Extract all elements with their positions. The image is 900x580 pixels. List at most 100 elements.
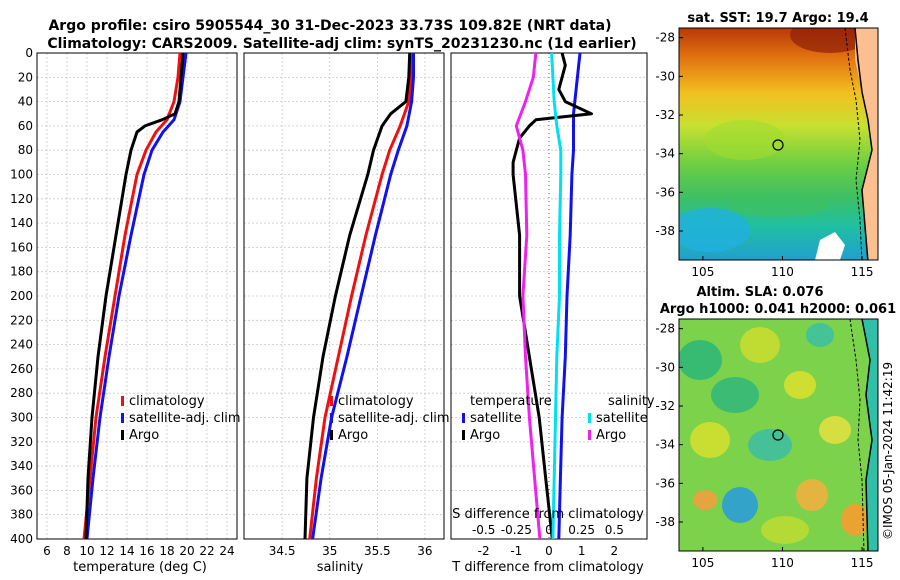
- s-tick-label: -0.25: [501, 523, 532, 537]
- map-y-tick-label: -32: [655, 108, 675, 122]
- map-x-tick-label: 105: [691, 556, 714, 570]
- panel-frame: [243, 52, 445, 540]
- depth-tick-label: 60: [18, 119, 33, 133]
- sla-argo-marker: [772, 429, 784, 441]
- legend-s-0-label: satellite: [596, 411, 648, 426]
- legend-1-swatch: [330, 413, 333, 423]
- header-title-line2: Climatology: CARS2009. Satellite-adj cli…: [47, 36, 636, 52]
- depth-tick-label: 0: [25, 46, 33, 60]
- map-y-tick-label: -34: [655, 438, 675, 452]
- legend-2-label: Argo: [338, 428, 368, 443]
- legend-temperature-title: temperature: [470, 394, 552, 409]
- depth-tick-label: 180: [10, 265, 33, 279]
- depth-tick-label: 160: [10, 240, 33, 254]
- map-y-tick-label: -32: [655, 399, 675, 413]
- map-x-tick-label: 115: [851, 556, 874, 570]
- legend-0-label: climatology: [338, 394, 414, 409]
- x-tick-label: 35.5: [364, 544, 391, 558]
- map-y-tick-label: -34: [655, 147, 675, 161]
- s-difference-xlabel: S difference from climatology: [452, 507, 644, 522]
- legend-t-0-swatch: [462, 413, 465, 423]
- legend-1-label: satellite-adj. clim: [129, 411, 241, 426]
- series-line-argo: [84, 52, 185, 540]
- x-tick-label: 14: [119, 544, 134, 558]
- map-y-tick-label: -36: [655, 185, 675, 199]
- legend-0-swatch: [330, 396, 333, 406]
- depth-tick-label: 40: [18, 95, 33, 109]
- legend-t-0-label: satellite: [470, 411, 522, 426]
- s-tick-label: -0.5: [472, 523, 495, 537]
- x-tick-label: 34.5: [269, 544, 296, 558]
- t-tick-label: 0: [545, 544, 553, 558]
- legend-s-1-swatch: [588, 430, 591, 440]
- map-y-tick-label: -28: [655, 31, 675, 45]
- map-y-tick-label: -38: [655, 515, 675, 529]
- map-y-tick-label: -28: [655, 322, 675, 336]
- sla-map-title-line2: Argo h1000: 0.041 h2000: 0.061: [660, 302, 896, 317]
- salinity-xlabel: salinity: [317, 560, 364, 575]
- panel-frame: [36, 52, 238, 540]
- x-tick-label: 6: [43, 544, 51, 558]
- map-x-tick-label: 115: [851, 265, 874, 279]
- legend-t-1-label: Argo: [470, 428, 500, 443]
- salinity-profile-panel: 34.5 35 35.5 36 climatology satellite-adj. cl…: [243, 52, 450, 558]
- t-tick-label: -2: [478, 544, 490, 558]
- depth-tick-label: 140: [10, 216, 33, 230]
- x-tick-label: 36: [417, 544, 432, 558]
- difference-profile-panel: -2 -1 0 1 2 -0.5 -0.25 0 0.25 0.5 temperature salin…: [450, 52, 655, 558]
- x-tick-label: 18: [159, 544, 174, 558]
- legend-2-label: Argo: [129, 428, 159, 443]
- sst-map-ticks: 105 110 115 -28 -30 -32 -34 -36 -38: [655, 31, 873, 279]
- legend-salinity-title: salinity: [608, 394, 655, 409]
- depth-tick-label: 220: [10, 313, 33, 327]
- series-line-argo: [303, 52, 412, 540]
- map-x-tick-label: 105: [691, 265, 714, 279]
- series-line-s-satellite: [550, 52, 563, 540]
- sst-map: sat. SST: 19.7 Argo: 19.4 105 110 115 -28 -3…: [655, 11, 879, 279]
- x-tick-label: 24: [219, 544, 234, 558]
- depth-tick-label: 100: [10, 168, 33, 182]
- legend-1-swatch: [121, 413, 124, 423]
- map-y-tick-label: -36: [655, 476, 675, 490]
- series-line-satellite-adj-clim: [311, 53, 415, 540]
- map-y-tick-label: -30: [655, 69, 675, 83]
- sla-map-ticks: 105 110 115 -28 -30 -32 -34 -36 -38: [655, 322, 873, 570]
- x-tick-label: 8: [63, 544, 71, 558]
- legend-s-1-label: Argo: [596, 428, 626, 443]
- legend-2-swatch: [121, 430, 124, 440]
- legend-1-label: satellite-adj. clim: [338, 411, 450, 426]
- series-line-climatology: [82, 52, 182, 540]
- depth-tick-label: 20: [18, 70, 33, 84]
- series-line-climatology: [308, 52, 414, 540]
- t-tick-label: 1: [578, 544, 586, 558]
- x-tick-label: 12: [99, 544, 114, 558]
- depth-tick-label: 320: [10, 435, 33, 449]
- depth-tick-label: 80: [18, 143, 33, 157]
- depth-tick-label: 300: [10, 411, 33, 425]
- map-y-tick-label: -38: [655, 224, 675, 238]
- sst-map-title: sat. SST: 19.7 Argo: 19.4: [687, 11, 868, 26]
- depth-tick-label: 400: [10, 532, 33, 546]
- depth-tick-label: 240: [10, 338, 33, 352]
- depth-tick-label: 200: [10, 289, 33, 303]
- sst-argo-marker: [772, 139, 784, 151]
- imos-watermark: ©IMOS 05-Jan-2024 11:42:19: [881, 362, 895, 540]
- legend-0-swatch: [121, 396, 124, 406]
- s-tick-label: 0.5: [605, 523, 624, 537]
- header-title-line1: Argo profile: csiro 5905544_30 31-Dec-20…: [48, 18, 611, 34]
- depth-tick-label: 260: [10, 362, 33, 376]
- x-tick-label: 22: [199, 544, 214, 558]
- depth-tick-label: 280: [10, 386, 33, 400]
- depth-tick-label: 360: [10, 483, 33, 497]
- x-tick-label: 20: [179, 544, 194, 558]
- legend-s-0-swatch: [588, 413, 591, 423]
- t-tick-label: -1: [510, 544, 522, 558]
- t-difference-xlabel: T difference from climatology: [451, 560, 644, 575]
- depth-tick-label: 120: [10, 192, 33, 206]
- depth-axis-labels: 0 20 40 60 80 100 120 140 160 180 200 220 240 260 280 3…: [10, 46, 33, 546]
- map-x-tick-label: 110: [771, 556, 794, 570]
- legend-t-1-swatch: [462, 430, 465, 440]
- series-line-t-satellite: [557, 52, 582, 540]
- temperature-profile-panel: 6 8 10 12 14 16 18 20 22 24 climatology satellite-a…: [36, 52, 241, 558]
